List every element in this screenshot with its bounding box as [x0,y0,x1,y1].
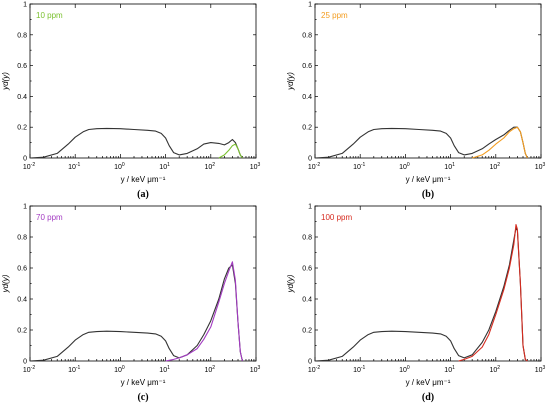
x-tick-label: 10-1 [353,365,365,374]
x-tick-label: 100 [399,365,410,374]
y-tick-label: 0.8 [302,235,312,242]
x-tick-label: 10-2 [308,162,320,171]
x-tick-label: 101 [444,365,455,374]
chart-panel-2: 0 0.2 0.4 0.6 0.8 1 10-2 10-1 100 101 102 103 25 ppm… [286,2,546,201]
concentration-label: 10 ppm [36,11,63,20]
x-tick-label: 101 [444,162,455,171]
x-tick-label: 102 [205,162,216,171]
x-tick-label: 102 [205,365,216,374]
y-tick-label: 0.4 [17,297,27,304]
concentration-series-line [165,261,243,362]
concentration-series-line [458,224,528,362]
concentration-label: 100 ppm [321,213,352,222]
x-tick-label: 102 [490,365,501,374]
x-tick-label: 102 [490,162,501,171]
x-tick-label: 10-2 [23,162,35,171]
x-tick-label: 10-2 [23,365,35,374]
chart-panel-3: 0 0.2 0.4 0.6 0.8 1 10-2 10-1 100 101 102 103 70 ppm… [1,204,261,404]
chart-panel-1: 0 0.2 0.4 0.6 0.8 1 10-2 10-1 100 101 102 103 10 ppm… [1,2,261,201]
y-tick-label: 0.4 [17,94,27,101]
x-tick-label: 103 [535,162,546,171]
concentration-series-line [472,126,528,159]
y-tick-label: 0.8 [17,235,27,242]
y-tick-label: 0 [23,359,27,366]
y-tick-label: 0.2 [302,125,312,132]
x-tick-label: 100 [399,162,410,171]
y-tick-label: 1 [308,204,312,211]
reference-series-line [29,127,243,159]
x-tick-label: 10-1 [68,365,80,374]
x-axis-label: y / keV μm⁻¹ [121,175,166,184]
panel-label: (b) [422,189,434,200]
y-tick-label: 0.8 [302,32,312,39]
y-tick-label: 1 [23,204,27,211]
x-tick-label: 100 [114,365,125,374]
x-tick-label: 101 [159,365,170,374]
y-tick-label: 0.8 [17,32,27,39]
y-tick-label: 0.6 [302,63,312,70]
concentration-label: 70 ppm [36,213,63,222]
concentration-series-line [218,143,243,159]
plot-frame [29,3,257,159]
y-axis-label: yd(y) [1,72,10,91]
x-tick-label: 10-1 [68,162,80,171]
y-axis-label: yd(y) [1,274,10,293]
x-tick-label: 103 [535,365,546,374]
reference-series-line [314,126,528,159]
y-tick-label: 0.4 [302,297,312,304]
x-tick-label: 101 [159,162,170,171]
y-tick-label: 0.6 [302,266,312,273]
concentration-label: 25 ppm [321,11,348,20]
y-tick-label: 0.2 [17,328,27,335]
panel-label: (c) [137,392,148,403]
y-tick-label: 0.2 [17,125,27,132]
y-tick-label: 0.6 [17,266,27,273]
y-tick-label: 0 [23,156,27,163]
y-tick-label: 0 [308,359,312,366]
x-tick-label: 10-1 [353,162,365,171]
y-tick-label: 0 [308,156,312,163]
chart-panel-4: 0 0.2 0.4 0.6 0.8 1 10-2 10-1 100 101 102 103 100 pp… [286,204,546,404]
plot-frame [314,205,542,362]
x-tick-label: 103 [250,162,261,171]
y-tick-label: 1 [23,2,27,9]
y-tick-label: 0.2 [302,328,312,335]
reference-series-line [29,264,243,362]
x-axis-label: y / keV μm⁻¹ [406,378,451,387]
x-tick-label: 103 [250,365,261,374]
x-tick-label: 100 [114,162,125,171]
panel-label: (d) [422,392,434,403]
y-axis-label: yd(y) [286,274,295,293]
reference-series-line [314,227,528,362]
x-axis-label: y / keV μm⁻¹ [406,175,451,184]
plot-frame [29,205,257,362]
y-tick-label: 1 [308,2,312,9]
x-axis-label: y / keV μm⁻¹ [121,378,166,387]
x-tick-label: 10-2 [308,365,320,374]
y-tick-label: 0.4 [302,94,312,101]
y-axis-label: yd(y) [286,72,295,91]
y-tick-label: 0.6 [17,63,27,70]
panel-label: (a) [137,189,149,200]
